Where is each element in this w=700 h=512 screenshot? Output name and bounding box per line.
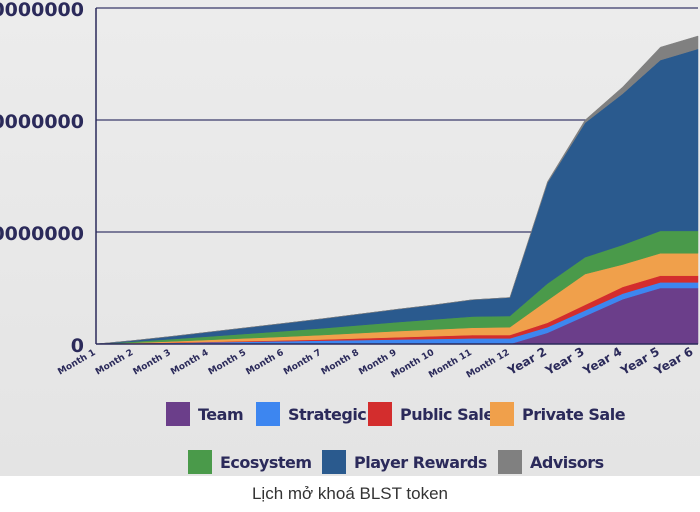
chart-caption: Lịch mở khoá BLST token: [251, 484, 449, 503]
legend-item-ecosystem: Ecosystem: [188, 450, 312, 474]
legend-item-advisors: Advisors: [498, 450, 604, 474]
y-tick-labels: 0 200000000 400000000 600000000: [0, 0, 84, 357]
y-tick-label: 0: [71, 335, 84, 357]
legend-label: Ecosystem: [220, 452, 312, 472]
x-tick-label: Year 3: [542, 344, 586, 378]
legend-swatch: [188, 450, 212, 474]
x-tick-label: Month 8: [320, 348, 361, 377]
y-tick-label: 200000000: [0, 223, 84, 245]
x-tick-label: Month 5: [207, 348, 248, 377]
legend-label: Player Rewards: [354, 452, 487, 472]
legend-item-private-sale: Private Sale: [490, 402, 626, 426]
legend-label: Strategic: [288, 404, 367, 424]
area-chart: 0 200000000 400000000 600000000 Month 1Mont…: [0, 0, 699, 381]
area-series: [95, 35, 699, 345]
legend-swatch: [256, 402, 280, 426]
legend-item-team: Team: [166, 402, 244, 426]
legend-label: Private Sale: [522, 404, 626, 424]
x-tick-label: Year 2: [505, 344, 549, 378]
axes: [95, 8, 698, 345]
legend-swatch: [166, 402, 190, 426]
x-tick-label: Year 4: [580, 344, 624, 378]
legend-item-strategic: Strategic: [256, 402, 367, 426]
chart-legend: Team Strategic Public Sale Private Sale Ecos…: [0, 392, 700, 476]
y-tick-label: 600000000: [0, 0, 84, 21]
x-tick-label: Month 2: [94, 348, 135, 377]
legend-item-public-sale: Public Sale: [368, 402, 494, 426]
x-tick-label: Month 4: [169, 348, 210, 377]
legend-label: Public Sale: [400, 404, 494, 424]
legend-swatch: [490, 402, 514, 426]
x-tick-label: Month 6: [245, 348, 286, 377]
y-tick-label: 400000000: [0, 111, 84, 133]
area-advisors: [95, 35, 699, 345]
legend-swatch: [498, 450, 522, 474]
legend-swatch: [368, 402, 392, 426]
legend-item-player-rewards: Player Rewards: [322, 450, 487, 474]
legend-label: Team: [198, 404, 244, 424]
legend-swatch: [322, 450, 346, 474]
x-tick-label: Month 3: [132, 348, 173, 377]
x-tick-label: Month 7: [282, 348, 323, 377]
x-tick-label: Month 12: [465, 348, 512, 381]
legend-label: Advisors: [530, 452, 604, 472]
